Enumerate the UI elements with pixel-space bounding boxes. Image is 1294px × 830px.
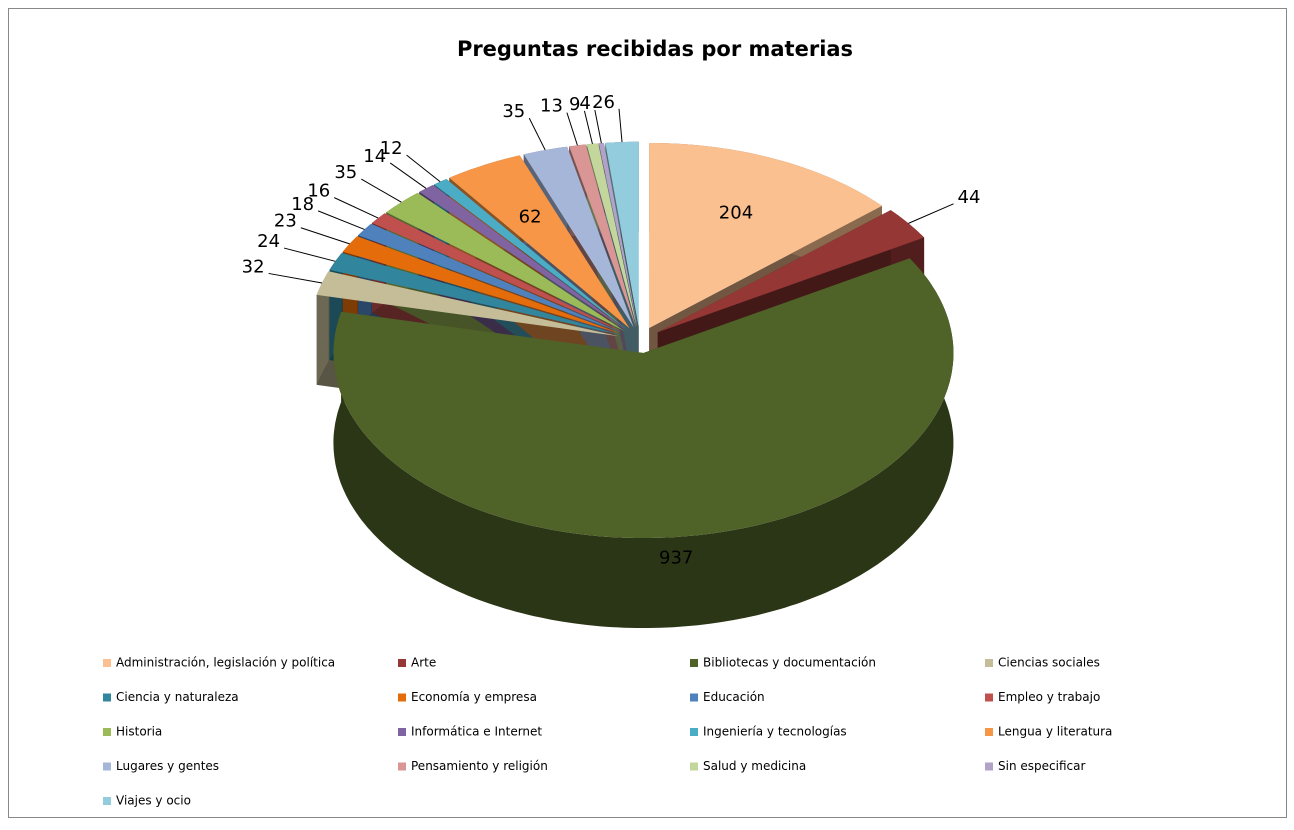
legend-label: Ciencia y naturaleza (116, 690, 239, 704)
data-label: 62 (519, 206, 542, 227)
chart-title: Preguntas recibidas por materias (457, 37, 853, 61)
data-label: 32 (242, 256, 265, 277)
data-label: 26 (592, 92, 615, 113)
legend-swatch (690, 659, 698, 667)
slice (605, 141, 639, 327)
leader-line (528, 117, 546, 151)
legend-label: Lugares y gentes (116, 759, 219, 773)
legend-swatch (398, 693, 406, 702)
leader-line (618, 108, 623, 143)
slice (586, 143, 637, 327)
leader-line (300, 227, 350, 245)
legend-swatch (103, 693, 111, 702)
leader-line (406, 154, 441, 183)
leader-line (283, 247, 336, 262)
legend-swatch (103, 659, 111, 667)
data-label: 13 (540, 96, 563, 117)
slice (342, 236, 621, 334)
slice-side (333, 258, 954, 628)
legend-label: Salud y medicina (703, 759, 806, 773)
pie-tops (316, 141, 954, 538)
legend-label: Ciencias sociales (998, 656, 1100, 670)
slice (329, 252, 620, 335)
legend-swatch (690, 762, 698, 771)
leader-line (317, 210, 365, 230)
legend-swatch (985, 728, 993, 736)
legend-swatch (398, 728, 406, 736)
legend-label: Ingeniería y tecnologías (703, 725, 847, 739)
data-label: 35 (502, 101, 525, 122)
legend-label: Sin especificar (998, 759, 1085, 773)
legend-swatch (690, 693, 698, 702)
data-label: 4 (579, 93, 590, 114)
legend-label: Viajes y ocio (116, 794, 191, 808)
legend-swatch (985, 659, 993, 667)
legend-swatch (103, 728, 111, 736)
leader-line (334, 197, 379, 219)
slice (523, 146, 634, 328)
slice (449, 155, 630, 329)
slice (333, 258, 954, 538)
legend-swatch (103, 797, 111, 805)
slice (372, 213, 623, 332)
legend-label: Pensamiento y religión (411, 759, 548, 773)
slice-side (316, 271, 329, 385)
data-label: 12 (380, 138, 403, 159)
slice (657, 210, 925, 333)
data-label: 16 (307, 181, 330, 202)
leader-line (583, 110, 593, 144)
data-label: 24 (257, 231, 280, 252)
legend-label: Lengua y literatura (998, 725, 1112, 739)
leader-line (361, 178, 402, 203)
legend-swatch (985, 762, 993, 771)
leader-line (268, 272, 323, 284)
legend-label: Educación (703, 690, 765, 704)
data-label: 14 (363, 146, 386, 167)
slice (386, 192, 625, 331)
slice (598, 143, 638, 327)
legend-label: Arte (411, 656, 436, 670)
legend-swatch (985, 693, 993, 702)
data-label: 44 (958, 187, 981, 208)
data-label: 204 (719, 202, 753, 223)
slice (649, 143, 882, 328)
data-label: 18 (291, 194, 314, 215)
legend-swatch (398, 659, 406, 667)
slice (358, 223, 622, 333)
slice (569, 144, 636, 328)
leader-line (908, 203, 954, 224)
legend-swatch (690, 728, 698, 736)
legend-label: Bibliotecas y documentación (703, 656, 876, 670)
leader-line (389, 162, 427, 189)
slice (316, 271, 619, 337)
legend-label: Historia (116, 725, 162, 739)
leader-line (566, 112, 578, 146)
slice (434, 179, 627, 330)
data-label: 35 (334, 162, 357, 183)
legend-swatch (103, 762, 111, 771)
legend: Administración, legislación y política Ar… (103, 656, 1112, 808)
legend-label: Empleo y trabajo (998, 690, 1100, 704)
data-label: 23 (274, 211, 297, 232)
legend-label: Administración, legislación y política (116, 656, 335, 670)
legend-label: Informática e Internet (411, 725, 542, 739)
data-label: 937 (659, 547, 693, 568)
slice (419, 185, 626, 330)
data-label: 9 (569, 94, 580, 115)
legend-swatch (398, 762, 406, 771)
leader-line (594, 109, 602, 144)
legend-label: Economía y empresa (411, 690, 537, 704)
